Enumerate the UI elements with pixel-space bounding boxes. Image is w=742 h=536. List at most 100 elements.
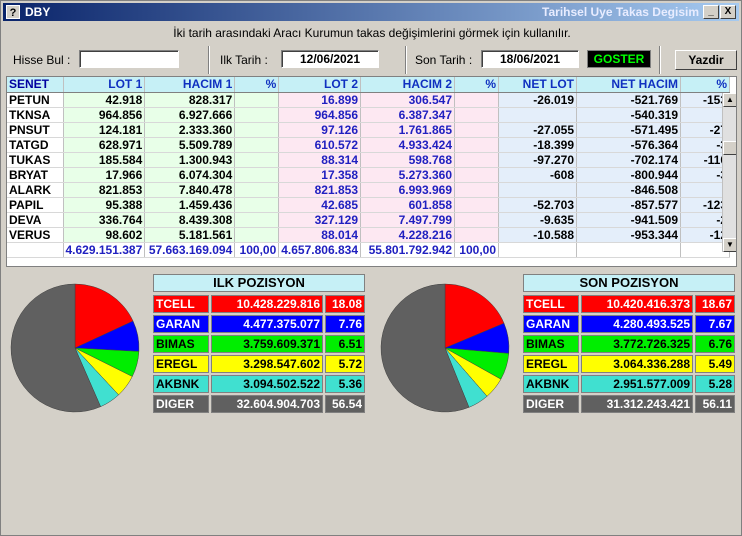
position-symbol: BIMAS: [523, 335, 579, 353]
pie-slice-tcell: [74, 283, 134, 349]
scroll-up-icon[interactable]: ▲: [723, 93, 736, 107]
minimize-button[interactable]: _: [703, 5, 719, 19]
table-cell: 2.333.360: [144, 122, 236, 138]
table-row[interactable]: PAPIL 95.388 1.459.436 42.685 601.858 -52.703…: [7, 197, 730, 213]
table-row[interactable]: TKNSA 964.856 6.927.666 964.856 6.387.347 -54…: [7, 107, 730, 123]
table-cell: 17.966: [63, 167, 146, 183]
table-row[interactable]: BRYAT 17.966 6.074.304 17.358 5.273.360 -608-…: [7, 167, 730, 183]
position-value: 3.772.726.325: [581, 335, 693, 353]
table-cell: 821.853: [278, 182, 361, 198]
ilk-pozisyon-panel: ILK POZISYON TCELL 10.428.229.816 18.08 GARA…: [153, 274, 365, 416]
scroll-thumb[interactable]: [723, 141, 736, 155]
print-button[interactable]: Yazdir: [675, 50, 737, 70]
goster-button[interactable]: GOSTER: [587, 50, 651, 68]
table-cell: -27: [680, 122, 730, 138]
table-cell: -18.399: [498, 137, 577, 153]
total-cell: 100,00: [454, 242, 499, 258]
column-header[interactable]: LOT 1: [63, 77, 146, 93]
position-row: DIGER 32.604.904.703 56.54: [153, 395, 365, 413]
table-cell: 8.439.308: [144, 212, 236, 228]
table-cell: -12: [680, 227, 730, 243]
data-grid[interactable]: SENET LOT 1 HACIM 1% LOT 2 HACIM 2% NET LOT NE…: [6, 76, 737, 267]
table-cell: [234, 152, 280, 168]
window-title: DBY: [25, 5, 51, 19]
table-row[interactable]: TUKAS 185.584 1.300.943 88.314 598.768 -97.27…: [7, 152, 730, 168]
column-header[interactable]: HACIM 2: [360, 77, 455, 93]
column-header[interactable]: NET HACIM: [576, 77, 681, 93]
position-percent: 18.08: [325, 295, 365, 313]
total-cell: [498, 242, 577, 258]
close-button[interactable]: X: [720, 5, 736, 19]
table-cell: 88.014: [278, 227, 361, 243]
position-percent: 6.51: [325, 335, 365, 353]
position-row: BIMAS 3.759.609.371 6.51: [153, 335, 365, 353]
position-value: 3.759.609.371: [211, 335, 323, 353]
divider: [659, 46, 661, 74]
position-percent: 5.72: [325, 355, 365, 373]
window-subtitle: Tarihsel Uye Takas Degisim: [542, 5, 699, 19]
position-row: GARAN 4.280.493.525 7.67: [523, 315, 735, 333]
position-value: 4.477.375.077: [211, 315, 323, 333]
table-row[interactable]: DEVA 336.764 8.439.308 327.129 7.497.799 -9.6…: [7, 212, 730, 228]
table-cell: [454, 182, 499, 198]
position-percent: 7.76: [325, 315, 365, 333]
position-symbol: EREGL: [523, 355, 579, 373]
table-cell: -953.344: [576, 227, 681, 243]
position-symbol: GARAN: [523, 315, 579, 333]
position-symbol: AKBNK: [153, 375, 209, 393]
search-input[interactable]: [79, 50, 179, 68]
position-symbol: GARAN: [153, 315, 209, 333]
end-date-label: Son Tarih :: [415, 53, 473, 67]
pie-slice-diger: [10, 283, 101, 413]
table-row[interactable]: PETUN 42.918 828.317 16.899 306.547 -26.019 -5…: [7, 92, 730, 108]
pie-slice-diger: [380, 283, 470, 413]
column-header[interactable]: HACIM 1: [144, 77, 236, 93]
start-date-field[interactable]: 12/06/2021: [281, 50, 379, 68]
divider: [208, 46, 210, 74]
table-row[interactable]: VERUS 98.602 5.181.561 88.014 4.228.216 -10.5…: [7, 227, 730, 243]
table-cell: [454, 122, 499, 138]
table-row[interactable]: ALARK 821.853 7.840.478 821.853 6.993.969 -84…: [7, 182, 730, 198]
table-row[interactable]: TATGD 628.971 5.509.789 610.572 4.933.424 -18…: [7, 137, 730, 153]
column-header[interactable]: %: [454, 77, 499, 93]
table-cell: [498, 107, 577, 123]
app-icon[interactable]: ?: [6, 5, 20, 19]
column-header[interactable]: %: [680, 77, 730, 93]
position-value: 32.604.904.703: [211, 395, 323, 413]
position-value: 10.428.229.816: [211, 295, 323, 313]
start-date-label: Ilk Tarih :: [220, 53, 268, 67]
scroll-down-icon[interactable]: ▼: [723, 238, 736, 252]
position-symbol: TCELL: [153, 295, 209, 313]
column-header[interactable]: NET LOT: [498, 77, 577, 93]
son-pozisyon-panel: SON POZISYON TCELL 10.420.416.373 18.67 GARA…: [523, 274, 735, 416]
position-value: 3.298.547.602: [211, 355, 323, 373]
table-cell: TKNSA: [7, 107, 64, 123]
table-cell: [680, 182, 730, 198]
table-row[interactable]: PNSUT 124.181 2.333.360 97.126 1.761.865 -27.…: [7, 122, 730, 138]
table-cell: 6.387.347: [360, 107, 455, 123]
table-cell: ALARK: [7, 182, 64, 198]
column-header[interactable]: %: [234, 77, 280, 93]
table-cell: 7.840.478: [144, 182, 236, 198]
column-header[interactable]: SENET: [7, 77, 64, 93]
position-row: TCELL 10.428.229.816 18.08: [153, 295, 365, 313]
position-percent: 7.67: [695, 315, 735, 333]
table-cell: -846.508: [576, 182, 681, 198]
position-percent: 5.49: [695, 355, 735, 373]
table-cell: -857.577: [576, 197, 681, 213]
grid-scrollbar[interactable]: ▲ ▼: [722, 93, 736, 252]
position-row: EREGL 3.298.547.602 5.72: [153, 355, 365, 373]
end-date-field[interactable]: 18/06/2021: [481, 50, 579, 68]
table-cell: -97.270: [498, 152, 577, 168]
position-percent: 56.54: [325, 395, 365, 413]
title-bar[interactable]: ? DBY Tarihsel Uye Takas Degisim _ X: [3, 3, 739, 21]
position-symbol: DIGER: [153, 395, 209, 413]
table-cell: DEVA: [7, 212, 64, 228]
position-row: TCELL 10.420.416.373 18.67: [523, 295, 735, 313]
search-label: Hisse Bul :: [13, 53, 71, 67]
table-cell: [498, 182, 577, 198]
column-header[interactable]: LOT 2: [278, 77, 361, 93]
position-row: GARAN 4.477.375.077 7.76: [153, 315, 365, 333]
table-cell: [454, 212, 499, 228]
